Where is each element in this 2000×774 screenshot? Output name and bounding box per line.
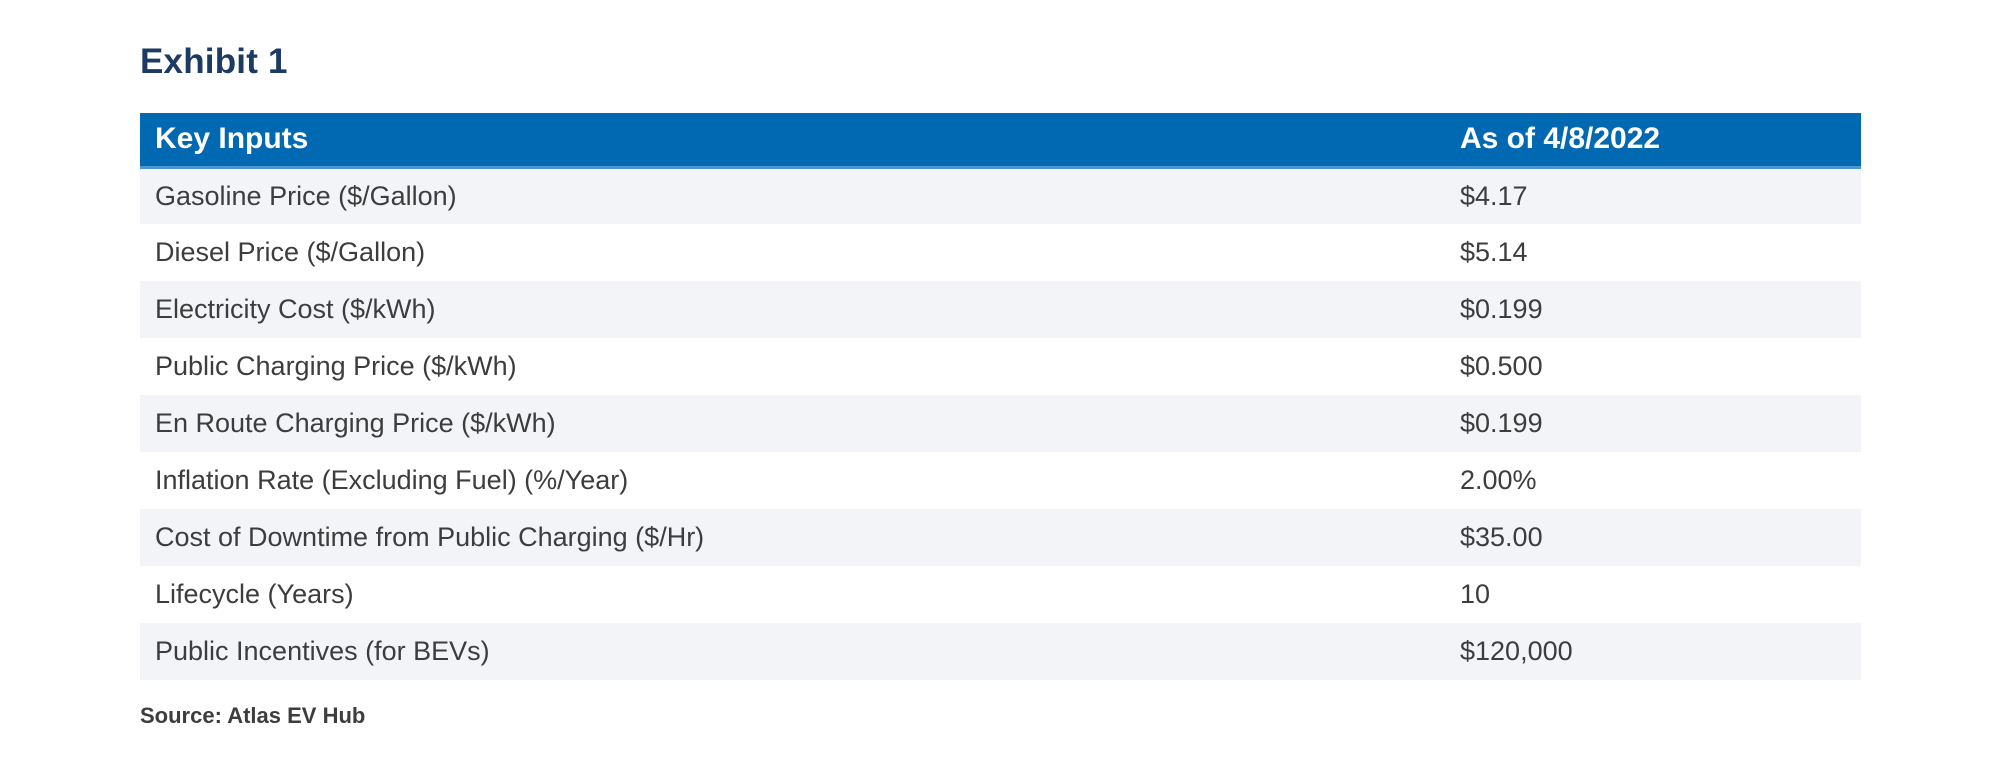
table-row: Electricity Cost ($/kWh) $0.199: [140, 281, 1861, 338]
row-label: Gasoline Price ($/Gallon): [140, 167, 1445, 224]
header-as-of-date: As of 4/8/2022: [1445, 113, 1861, 169]
table-row: Lifecycle (Years) 10: [140, 566, 1861, 623]
row-value: 10: [1445, 566, 1861, 623]
exhibit-title: Exhibit 1: [140, 42, 288, 81]
row-value: $0.199: [1445, 395, 1861, 452]
table-header-row: Key Inputs As of 4/8/2022: [140, 113, 1861, 169]
row-value: $0.199: [1445, 281, 1861, 338]
row-label: Cost of Downtime from Public Charging ($…: [140, 509, 1445, 566]
header-key-inputs: Key Inputs: [140, 113, 1445, 169]
row-label: Public Incentives (for BEVs): [140, 623, 1445, 680]
table-row: Public Charging Price ($/kWh) $0.500: [140, 338, 1861, 395]
row-label: Lifecycle (Years): [140, 566, 1445, 623]
table-row: Inflation Rate (Excluding Fuel) (%/Year)…: [140, 452, 1861, 509]
row-label: Public Charging Price ($/kWh): [140, 338, 1445, 395]
row-value: $35.00: [1445, 509, 1861, 566]
table-row: Diesel Price ($/Gallon) $5.14: [140, 224, 1861, 281]
table-row: Cost of Downtime from Public Charging ($…: [140, 509, 1861, 566]
row-value: $4.17: [1445, 167, 1861, 224]
key-inputs-table: Key Inputs As of 4/8/2022 Gasoline Price…: [140, 113, 1861, 680]
row-value: $0.500: [1445, 338, 1861, 395]
row-value: $120,000: [1445, 623, 1861, 680]
row-label: Inflation Rate (Excluding Fuel) (%/Year): [140, 452, 1445, 509]
row-label: Electricity Cost ($/kWh): [140, 281, 1445, 338]
table-row: Gasoline Price ($/Gallon) $4.17: [140, 167, 1861, 224]
row-label: En Route Charging Price ($/kWh): [140, 395, 1445, 452]
row-value: $5.14: [1445, 224, 1861, 281]
source-note: Source: Atlas EV Hub: [140, 703, 366, 728]
table-body: Gasoline Price ($/Gallon) $4.17 Diesel Pri…: [140, 167, 1861, 680]
table-row: En Route Charging Price ($/kWh) $0.199: [140, 395, 1861, 452]
row-label: Diesel Price ($/Gallon): [140, 224, 1445, 281]
row-value: 2.00%: [1445, 452, 1861, 509]
table-row: Public Incentives (for BEVs) $120,000: [140, 623, 1861, 680]
